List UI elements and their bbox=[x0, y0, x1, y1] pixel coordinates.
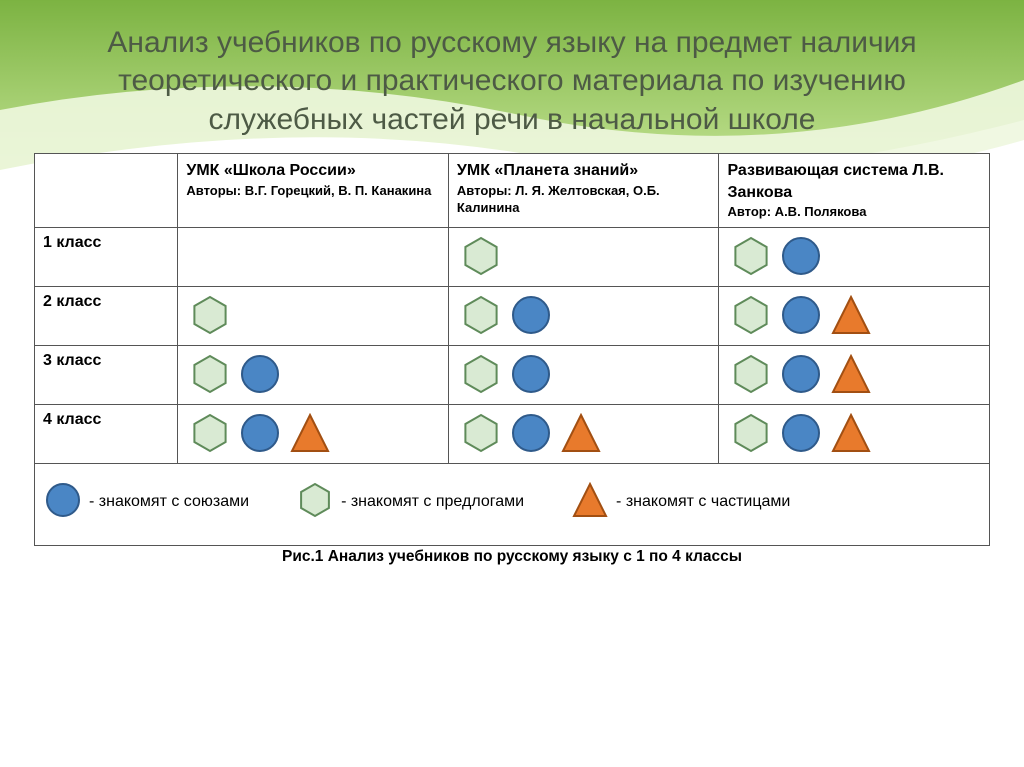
legend-label: - знакомят с частицами bbox=[616, 493, 790, 511]
hexagon-icon bbox=[731, 413, 771, 457]
data-cell bbox=[719, 345, 990, 404]
hexagon-icon bbox=[461, 295, 501, 339]
legend-item: - знакомят с предлогами bbox=[297, 482, 524, 523]
data-cell bbox=[719, 404, 990, 463]
row-label: 4 класс bbox=[35, 404, 178, 463]
analysis-table: УМК «Школа России» Авторы: В.Г. Горецкий… bbox=[34, 153, 990, 546]
circle-icon bbox=[781, 413, 821, 457]
table-row: 4 класс bbox=[35, 404, 990, 463]
triangle-icon bbox=[290, 413, 330, 457]
legend-item: - знакомят с союзами bbox=[45, 482, 249, 523]
hexagon-icon bbox=[461, 413, 501, 457]
legend-label: - знакомят с предлогами bbox=[341, 493, 524, 511]
hexagon-icon bbox=[731, 295, 771, 339]
data-cell bbox=[719, 227, 990, 286]
triangle-icon bbox=[831, 413, 871, 457]
triangle-icon bbox=[831, 354, 871, 398]
data-cell bbox=[719, 286, 990, 345]
circle-icon bbox=[781, 295, 821, 339]
triangle-icon bbox=[572, 482, 608, 523]
data-cell bbox=[178, 345, 449, 404]
legend: - знакомят с союзами - знакомят с предлог… bbox=[45, 482, 979, 523]
circle-icon bbox=[511, 295, 551, 339]
hexagon-icon bbox=[297, 482, 333, 523]
data-cell bbox=[448, 227, 719, 286]
header-blank bbox=[35, 154, 178, 228]
hexagon-icon bbox=[461, 236, 501, 280]
slide-content: Анализ учебников по русскому языку на пр… bbox=[0, 0, 1024, 566]
data-cell bbox=[178, 227, 449, 286]
circle-icon bbox=[781, 354, 821, 398]
table-row: 1 класс bbox=[35, 227, 990, 286]
hexagon-icon bbox=[731, 236, 771, 280]
header-authors: Автор: А.В. Полякова bbox=[727, 203, 981, 221]
table-row: 2 класс bbox=[35, 286, 990, 345]
table-header-row: УМК «Школа России» Авторы: В.Г. Горецкий… bbox=[35, 154, 990, 228]
slide-title: Анализ учебников по русскому языку на пр… bbox=[94, 24, 930, 139]
circle-icon bbox=[240, 354, 280, 398]
table-row: 3 класс bbox=[35, 345, 990, 404]
slide: Анализ учебников по русскому языку на пр… bbox=[0, 0, 1024, 767]
circle-icon bbox=[511, 413, 551, 457]
hexagon-icon bbox=[190, 413, 230, 457]
legend-cell: - знакомят с союзами - знакомят с предлог… bbox=[35, 463, 990, 545]
data-cell bbox=[448, 404, 719, 463]
header-title: УМК «Планета знаний» bbox=[457, 160, 711, 182]
hexagon-icon bbox=[190, 354, 230, 398]
hexagon-icon bbox=[731, 354, 771, 398]
triangle-icon bbox=[831, 295, 871, 339]
row-label: 1 класс bbox=[35, 227, 178, 286]
header-title: Развивающая система Л.В. Занкова bbox=[727, 160, 981, 203]
header-col-2: УМК «Планета знаний» Авторы: Л. Я. Желто… bbox=[448, 154, 719, 228]
circle-icon bbox=[45, 482, 81, 523]
row-label: 2 класс bbox=[35, 286, 178, 345]
row-label: 3 класс bbox=[35, 345, 178, 404]
figure-caption: Рис.1 Анализ учебников по русскому языку… bbox=[34, 548, 990, 566]
data-cell bbox=[178, 286, 449, 345]
data-cell bbox=[448, 286, 719, 345]
data-cell bbox=[448, 345, 719, 404]
hexagon-icon bbox=[461, 354, 501, 398]
circle-icon bbox=[511, 354, 551, 398]
header-col-3: Развивающая система Л.В. Занкова Автор: … bbox=[719, 154, 990, 228]
data-cell bbox=[178, 404, 449, 463]
hexagon-icon bbox=[190, 295, 230, 339]
circle-icon bbox=[781, 236, 821, 280]
legend-row: - знакомят с союзами - знакомят с предлог… bbox=[35, 463, 990, 545]
header-col-1: УМК «Школа России» Авторы: В.Г. Горецкий… bbox=[178, 154, 449, 228]
header-authors: Авторы: Л. Я. Желтовская, О.Б. Калинина bbox=[457, 182, 711, 217]
header-authors: Авторы: В.Г. Горецкий, В. П. Канакина bbox=[186, 182, 440, 200]
legend-item: - знакомят с частицами bbox=[572, 482, 790, 523]
triangle-icon bbox=[561, 413, 601, 457]
legend-label: - знакомят с союзами bbox=[89, 493, 249, 511]
header-title: УМК «Школа России» bbox=[186, 160, 440, 182]
circle-icon bbox=[240, 413, 280, 457]
